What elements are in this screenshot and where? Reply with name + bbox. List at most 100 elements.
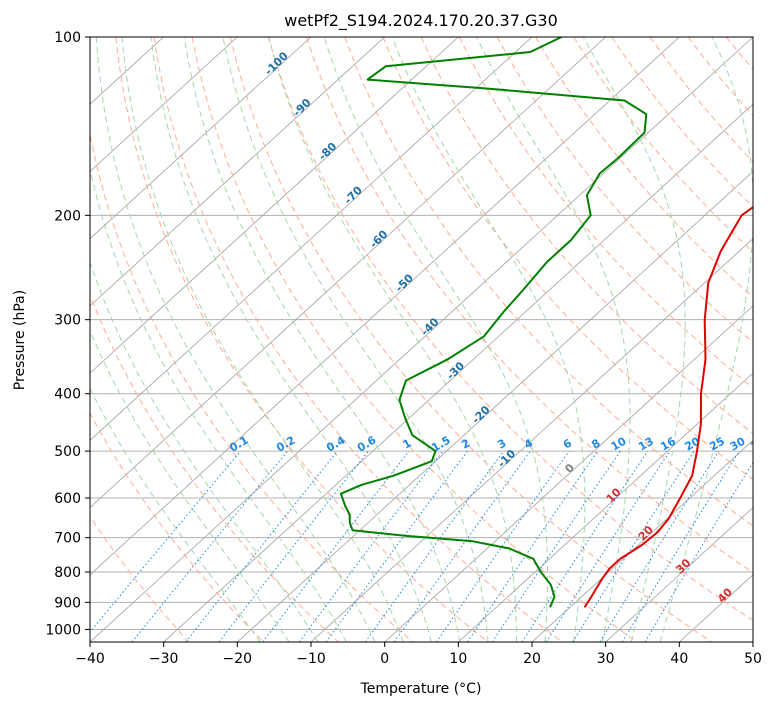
moist-adiabat [268,37,517,642]
mixing-ratio-line [393,450,531,642]
isotherm-line [458,372,753,642]
dry-adiabat [687,37,753,117]
isotherm-label: -60 [367,227,390,250]
y-tick-label: 600 [54,491,81,507]
moist-adiabat [90,329,290,642]
dry-adiabat [268,37,753,622]
axes: −40 −30 −20 −10 0 10 20 30 40 50 100 200 300 400 500 60… [45,30,762,667]
moist-adiabat [222,37,489,642]
x-tick-label: 40 [670,651,688,667]
moist-adiabat [391,37,586,642]
chart-title: wetPf2_S194.2024.170.20.37.G30 [284,11,558,31]
isotherm-line [90,37,312,240]
moist-adiabat [476,37,631,642]
x-tick-label: 10 [449,651,467,667]
mixing-ratio-line [621,450,740,642]
isotherm-label: 30 [673,556,693,576]
moist-adiabat [183,37,461,642]
dry-adiabat [306,37,753,574]
isotherm-line [90,37,606,509]
y-tick-label: 100 [54,30,81,46]
mixing-ratio-line [521,450,649,642]
isotherm-line [90,37,680,576]
x-tick-label: 30 [597,651,615,667]
isotherm-label: 10 [604,485,624,505]
mixing-ratio-line [364,450,505,642]
isotherm-label: -50 [393,271,416,294]
isotherm-line [752,641,753,642]
isotherm-line [90,37,385,307]
isotherm-line [90,37,533,441]
mixing-ratio-line [435,450,570,642]
isotherm-label: -30 [444,359,467,382]
x-tick-label: 0 [380,651,389,667]
isotherm-line [384,305,753,642]
y-tick-label: 300 [54,313,81,329]
isotherm-line [163,103,753,642]
mixing-ratio-line [90,450,242,633]
moist-adiabat [323,37,548,642]
dry-adiabat [573,37,753,253]
moist-adiabat [582,37,686,642]
isotherm-line [310,238,753,642]
dry-adiabat [649,37,753,163]
isotherm-label: -100 [262,49,291,78]
x-tick-label: −40 [75,651,105,667]
isotherm-label: -10 [495,447,518,470]
mixing-ratio-label: 36 [748,434,768,453]
y-tick-label: 700 [54,531,81,547]
mixing-ratio-line [325,450,468,642]
mixing-ratio-line [131,450,288,642]
mixing-ratio-line [467,450,599,642]
isotherm-label: -40 [418,315,441,338]
y-tick-label: 200 [54,208,81,224]
y-tick-label: 1000 [45,622,81,638]
dry-adiabat [726,37,753,71]
y-tick-label: 400 [54,387,81,403]
x-tick-label: 20 [523,651,541,667]
mixing-ratio-line [491,450,621,642]
dry-adiabat [229,37,712,642]
mixing-ratio-line [545,450,671,642]
dry-adiabat [382,37,753,481]
y-tick-label: 500 [54,444,81,460]
isotherm-label: 20 [636,523,656,543]
plot-frame [89,36,754,643]
dry-adiabat [191,37,638,642]
x-axis-label: Temperature (°C) [360,681,482,697]
dry-adiabat [765,37,775,642]
dry-adiabat [153,37,563,642]
temperature-profile-line [583,205,753,608]
isotherm-label: -70 [342,183,365,206]
isotherm-label: -90 [290,96,313,119]
dry-adiabat [611,37,753,208]
y-axis-label: Pressure (hPa) [12,290,28,390]
mixing-ratio-label: 8 [589,437,602,452]
y-tick-label: 900 [54,595,81,611]
x-tick-label: −20 [223,651,253,667]
isotherm-line [237,170,753,642]
x-tick-label: −30 [149,651,179,667]
dry-adiabat [344,37,753,527]
isotherm-line [90,37,459,374]
mixing-ratio-label: 2 [459,437,472,452]
background-lines [90,37,775,642]
isotherm-label: -80 [316,140,339,163]
mixing-ratio-line [599,450,720,642]
isotherm-line [90,37,238,172]
dry-adiabat [90,131,414,642]
moist-adiabat [95,37,376,642]
mixing-ratio-line [185,450,338,642]
dry-adiabat [90,515,190,642]
isotherm-line [605,507,753,642]
x-tick-label: −10 [296,651,326,667]
mixing-ratio-line [262,450,410,642]
dry-adiabat [90,293,339,642]
dry-adiabat [90,412,264,642]
dewpoint-profile-line [339,37,648,608]
moist-adiabat [90,260,319,642]
moist-adiabat [90,387,261,642]
dry-adiabat [420,37,753,435]
isopleth-labels: 0.1 0.2 0.4 0.6 1 1.5 2 3 4 6 8 10 13 16 20 25 30 36-100-… [227,49,768,605]
